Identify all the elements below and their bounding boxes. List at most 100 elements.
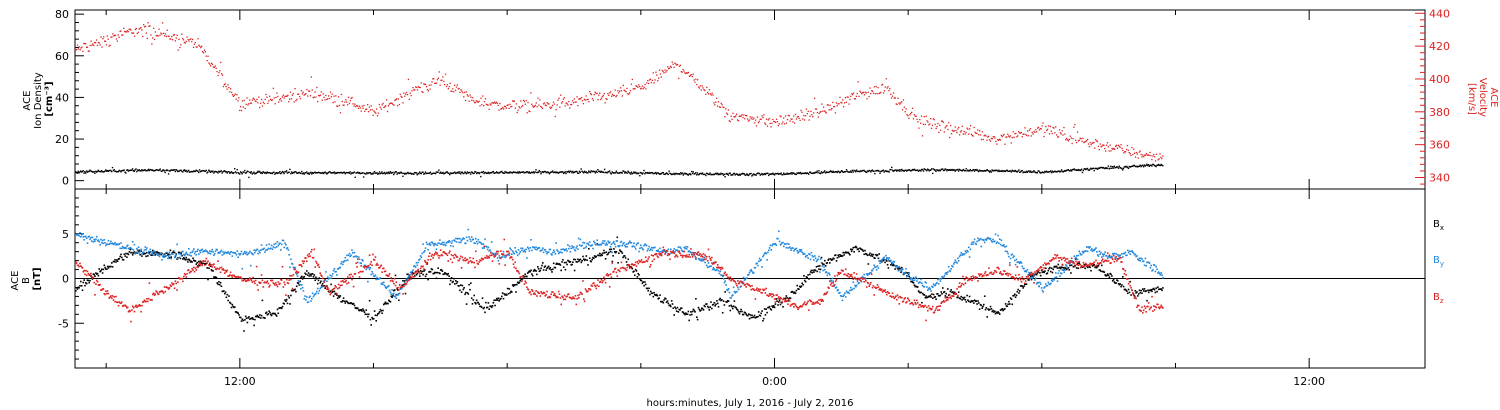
data-point bbox=[582, 103, 584, 105]
data-point bbox=[422, 243, 424, 245]
data-point bbox=[595, 243, 598, 246]
data-point bbox=[495, 172, 497, 174]
data-point bbox=[841, 255, 844, 257]
data-point bbox=[738, 173, 741, 175]
data-point bbox=[168, 257, 171, 259]
data-point bbox=[765, 118, 768, 120]
data-point bbox=[882, 169, 884, 171]
data-point bbox=[404, 292, 407, 295]
data-point bbox=[434, 82, 436, 84]
data-point bbox=[819, 268, 822, 271]
data-point bbox=[242, 253, 244, 255]
data-point bbox=[1042, 171, 1044, 174]
data-point bbox=[936, 281, 938, 284]
data-point bbox=[268, 172, 270, 174]
data-point bbox=[387, 302, 389, 305]
data-point bbox=[408, 98, 410, 100]
data-point bbox=[578, 170, 581, 172]
data-point bbox=[442, 76, 444, 78]
velocity-axis-title: ACE Velocity [km/s] bbox=[1466, 78, 1499, 120]
data-point bbox=[701, 260, 703, 262]
data-point bbox=[707, 262, 710, 264]
data-point bbox=[352, 172, 355, 174]
data-point bbox=[124, 30, 126, 33]
data-point bbox=[957, 291, 960, 293]
data-point bbox=[1091, 168, 1093, 170]
data-point bbox=[935, 127, 937, 130]
data-point bbox=[903, 170, 905, 172]
data-point bbox=[937, 294, 940, 297]
data-point bbox=[1039, 172, 1042, 174]
data-point bbox=[875, 85, 877, 88]
data-point bbox=[760, 312, 762, 315]
data-point bbox=[437, 267, 439, 269]
data-point bbox=[902, 170, 905, 172]
data-point bbox=[1114, 167, 1116, 169]
data-point bbox=[926, 170, 928, 172]
data-point bbox=[121, 169, 124, 172]
data-point bbox=[786, 297, 788, 299]
data-point bbox=[834, 171, 837, 173]
data-point bbox=[172, 251, 175, 253]
data-point bbox=[462, 172, 464, 175]
data-point bbox=[75, 171, 78, 174]
data-point bbox=[483, 172, 485, 175]
data-point bbox=[1027, 135, 1030, 137]
data-point bbox=[548, 268, 551, 270]
data-point bbox=[944, 295, 947, 297]
data-point bbox=[235, 172, 238, 174]
data-point bbox=[687, 250, 690, 253]
data-point bbox=[264, 317, 266, 319]
data-point bbox=[835, 260, 838, 262]
data-point bbox=[676, 306, 679, 309]
data-point bbox=[75, 171, 77, 173]
data-point bbox=[1090, 144, 1092, 146]
data-point bbox=[808, 278, 810, 280]
data-point bbox=[870, 271, 872, 274]
data-point bbox=[814, 255, 816, 257]
data-point bbox=[749, 270, 752, 272]
data-point bbox=[248, 103, 250, 105]
data-point bbox=[566, 263, 568, 266]
data-point bbox=[1137, 295, 1139, 297]
data-point bbox=[608, 94, 610, 96]
data-point bbox=[171, 169, 173, 171]
data-point bbox=[666, 300, 669, 302]
data-point bbox=[564, 105, 566, 107]
data-point bbox=[542, 171, 545, 174]
data-point bbox=[1031, 131, 1033, 134]
data-point bbox=[628, 171, 630, 174]
data-point bbox=[1042, 122, 1044, 124]
data-point bbox=[311, 173, 313, 175]
data-point bbox=[84, 284, 86, 287]
data-point bbox=[578, 98, 580, 100]
data-point bbox=[286, 172, 289, 174]
data-point bbox=[943, 274, 946, 277]
data-point bbox=[492, 170, 494, 173]
top-x-axis bbox=[105, 10, 1310, 189]
data-point bbox=[830, 170, 833, 173]
data-point bbox=[984, 170, 987, 172]
data-point bbox=[295, 171, 297, 173]
data-point bbox=[527, 101, 529, 104]
data-point bbox=[973, 170, 976, 172]
data-point bbox=[900, 102, 902, 104]
data-point bbox=[699, 259, 701, 262]
data-point bbox=[1036, 172, 1038, 174]
data-point bbox=[136, 169, 139, 171]
data-point bbox=[950, 124, 952, 127]
data-point bbox=[852, 246, 855, 249]
data-point bbox=[429, 242, 431, 245]
data-point bbox=[854, 284, 856, 287]
data-point bbox=[98, 240, 100, 243]
data-point bbox=[1132, 164, 1135, 167]
data-point bbox=[927, 289, 929, 291]
data-point bbox=[817, 265, 819, 267]
data-point bbox=[914, 277, 916, 280]
data-point bbox=[1136, 291, 1138, 293]
data-point bbox=[367, 104, 369, 106]
data-point bbox=[237, 256, 239, 258]
data-point bbox=[768, 174, 770, 177]
data-point bbox=[422, 91, 424, 94]
data-point bbox=[357, 261, 359, 264]
